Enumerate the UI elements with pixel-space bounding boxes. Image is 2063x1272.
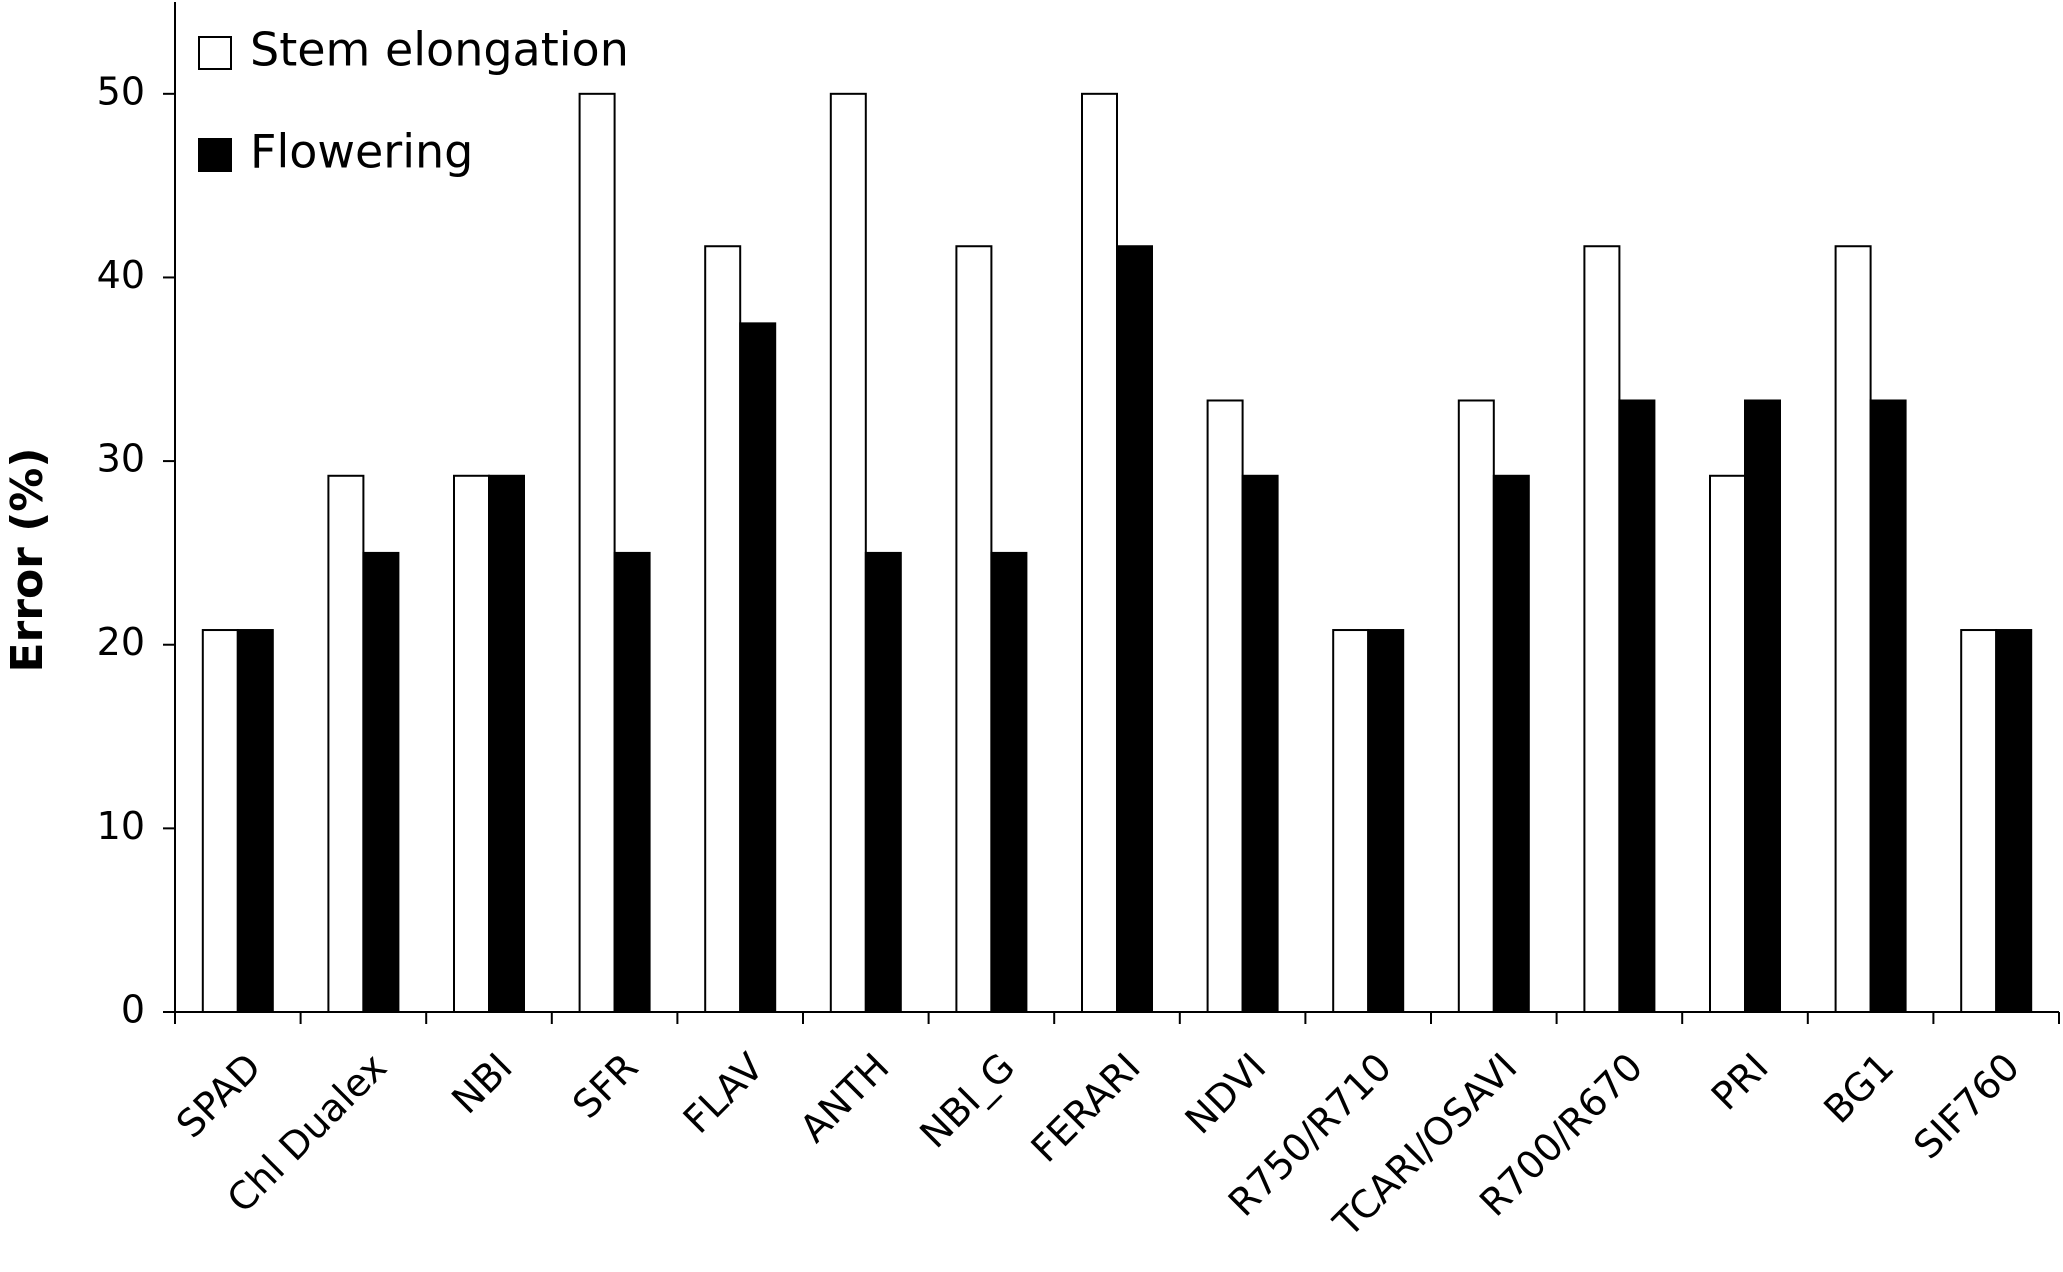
- bar: [1583, 245, 1621, 1013]
- bar: [1241, 474, 1279, 1014]
- legend-label: Flowering: [250, 125, 473, 179]
- bar: [1332, 629, 1370, 1013]
- bar: [1206, 399, 1244, 1013]
- legend-swatch: [198, 138, 232, 172]
- x-tick-label: FLAV: [675, 1045, 772, 1142]
- y-tick-label: 30: [97, 437, 145, 481]
- bar: [362, 551, 400, 1014]
- bar: [1116, 245, 1153, 1013]
- bar: [990, 551, 1028, 1014]
- bar: [704, 245, 742, 1013]
- bar: [1869, 399, 1907, 1013]
- bar: [1960, 629, 1998, 1013]
- x-tick-label: FERARI: [1023, 1045, 1149, 1171]
- bar: [613, 551, 651, 1014]
- bar: [1081, 92, 1118, 1014]
- legend-label: Stem elongation: [250, 23, 629, 77]
- bar: [488, 474, 525, 1014]
- bar: [829, 92, 867, 1014]
- x-tick-label: NBI_G: [911, 1045, 1023, 1157]
- bar: [864, 551, 902, 1014]
- bar: [1618, 399, 1656, 1013]
- bar: [578, 92, 616, 1014]
- bar: [1834, 245, 1872, 1013]
- x-tick-label: SPAD: [168, 1045, 270, 1147]
- bar: [1492, 474, 1530, 1014]
- x-tick-label: SFR: [564, 1045, 646, 1127]
- y-tick-label: 20: [97, 620, 145, 664]
- x-tick-label: NBI: [443, 1045, 521, 1123]
- bar: [1367, 629, 1405, 1013]
- bar: [739, 322, 777, 1013]
- y-tick-label: 0: [121, 988, 145, 1032]
- x-tick-label: PRI: [1703, 1045, 1777, 1119]
- x-tick-label: ANTH: [791, 1045, 897, 1151]
- bar: [1744, 399, 1781, 1013]
- y-tick-label: 10: [97, 804, 145, 848]
- legend-swatch: [198, 36, 232, 70]
- bar: [1709, 474, 1746, 1014]
- bar: [236, 629, 274, 1013]
- bar: [327, 474, 365, 1014]
- y-tick-label: 40: [97, 253, 145, 297]
- bar: [201, 629, 239, 1013]
- y-tick-label: 50: [97, 69, 145, 113]
- x-tick-label: BG1: [1815, 1045, 1902, 1132]
- bar: [453, 474, 490, 1014]
- x-tick-label: SIF760: [1905, 1045, 2028, 1168]
- y-axis-label: Error (%): [2, 447, 53, 672]
- x-tick-label: NDVI: [1177, 1045, 1275, 1143]
- bar: [955, 245, 993, 1013]
- bar: [1995, 629, 2033, 1013]
- bar: [1457, 399, 1495, 1013]
